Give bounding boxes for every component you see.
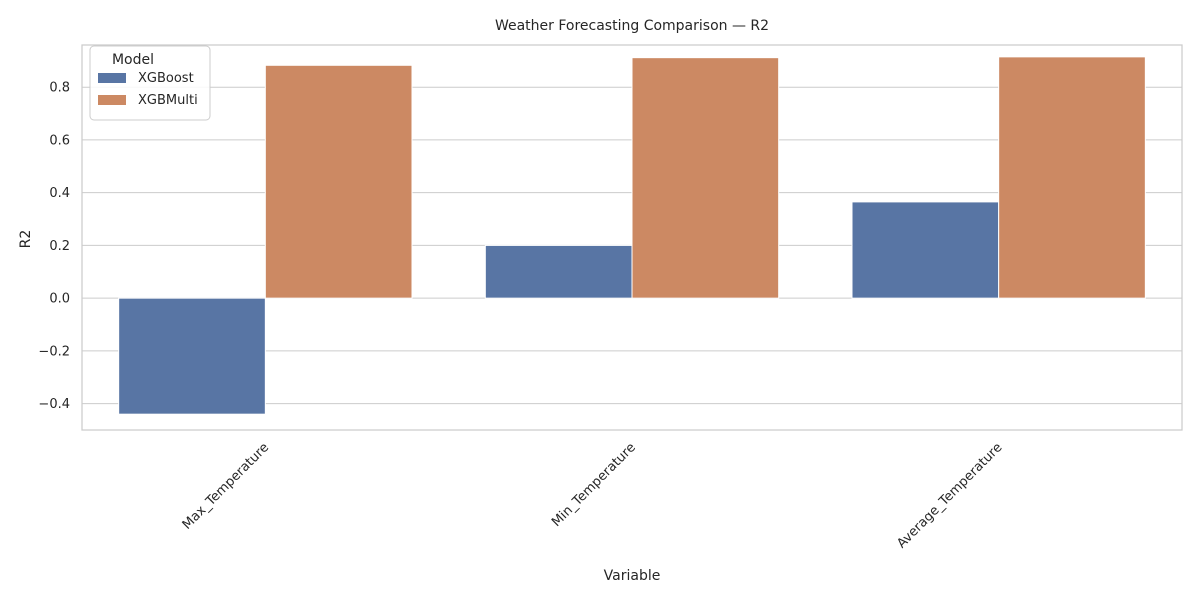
y-tick-label: −0.4 [38, 397, 70, 412]
x-tick-label: Min_Temperature [549, 440, 639, 530]
bar-xgboost-min-temperature [484, 244, 633, 299]
legend-label-xgboost: XGBoost [138, 71, 194, 86]
y-tick-labels: −0.4 −0.2 0.0 0.2 0.4 0.6 0.8 [38, 81, 70, 412]
chart-title: Weather Forecasting Comparison — R2 [495, 18, 769, 34]
bar-xgboost-max-temperature [118, 297, 266, 415]
x-axis-label: Variable [604, 568, 661, 584]
bar-xgbmulti-min-temperature [631, 57, 780, 299]
y-tick-label: 0.0 [49, 292, 70, 307]
legend-swatch-xgboost [98, 73, 126, 83]
y-axis-label: R2 [18, 230, 34, 249]
y-tick-label: 0.2 [49, 239, 70, 254]
legend-title: Model [112, 52, 154, 68]
y-tick-label: −0.2 [38, 344, 70, 359]
x-tick-labels: Max_Temperature Min_Temperature Average_Te… [180, 440, 1006, 551]
legend: Model XGBoost XGBMulti [89, 45, 211, 121]
bar-xgbmulti-max-temperature [264, 64, 413, 299]
legend-swatch-xgbmulti [98, 95, 126, 105]
bar-xgbmulti-average-temperature [998, 56, 1146, 299]
plot-frame [81, 44, 1183, 431]
legend-label-xgbmulti: XGBMulti [138, 93, 198, 108]
y-tick-label: 0.8 [49, 81, 70, 96]
x-tick-label: Average_Temperature [894, 440, 1005, 551]
x-tick-label: Max_Temperature [180, 440, 272, 532]
bar-xgboost-average-temperature [851, 201, 1000, 299]
y-tick-label: 0.6 [49, 133, 70, 148]
bars-group [118, 56, 1146, 415]
y-tick-label: 0.4 [49, 186, 70, 201]
